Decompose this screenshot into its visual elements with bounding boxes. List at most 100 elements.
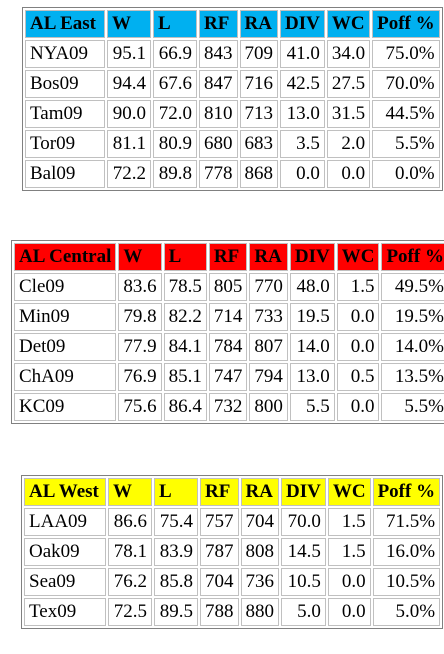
losses-cell: 85.1: [163, 363, 207, 391]
header-row: AL West W L RF RA DIV WC Poff %: [24, 478, 441, 506]
col-rf-header: RF: [199, 10, 238, 38]
table-row: Bal09 72.2 89.8 778 868 0.0 0.0 0.0%: [25, 160, 440, 188]
runs-against-cell: 868: [239, 160, 278, 188]
runs-for-cell: 732: [208, 393, 248, 421]
wins-cell: 72.2: [107, 160, 151, 188]
div-cell: 41.0: [280, 40, 325, 68]
runs-against-cell: 808: [240, 538, 279, 566]
team-cell: Sea09: [24, 568, 106, 596]
col-div-header: DIV: [289, 243, 335, 271]
wc-cell: 34.0: [326, 40, 371, 68]
wc-cell: 2.0: [326, 130, 371, 158]
runs-for-cell: 810: [199, 100, 238, 128]
wins-cell: 77.9: [118, 333, 162, 361]
table-row: Sea09 76.2 85.8 704 736 10.5 0.0 10.5%: [24, 568, 441, 596]
table-row: LAA09 86.6 75.4 757 704 70.0 1.5 71.5%: [24, 508, 441, 536]
runs-for-cell: 778: [199, 160, 238, 188]
losses-cell: 89.5: [154, 598, 198, 626]
team-cell: LAA09: [24, 508, 106, 536]
runs-against-cell: 736: [240, 568, 279, 596]
table-row: Det09 77.9 84.1 784 807 14.0 0.0 14.0%: [14, 333, 444, 361]
table-row: Min09 79.8 82.2 714 733 19.5 0.0 19.5%: [14, 303, 444, 331]
runs-against-cell: 704: [240, 508, 279, 536]
poff-cell: 70.0%: [372, 70, 440, 98]
wc-cell: 0.5: [336, 363, 380, 391]
header-row: AL Central W L RF RA DIV WC Poff %: [14, 243, 444, 271]
runs-for-cell: 757: [200, 508, 239, 536]
runs-against-cell: 880: [240, 598, 279, 626]
team-cell: Min09: [14, 303, 117, 331]
wc-cell: 0.0: [336, 393, 380, 421]
div-cell: 14.0: [289, 333, 335, 361]
runs-for-cell: 805: [208, 273, 248, 301]
wins-cell: 78.1: [108, 538, 152, 566]
runs-for-cell: 784: [208, 333, 248, 361]
poff-cell: 5.5%: [372, 130, 440, 158]
team-cell: Tor09: [25, 130, 105, 158]
wins-cell: 81.1: [107, 130, 151, 158]
poff-cell: 71.5%: [372, 508, 441, 536]
wins-cell: 86.6: [108, 508, 152, 536]
division-header: AL East: [25, 10, 105, 38]
table-row: Tor09 81.1 80.9 680 683 3.5 2.0 5.5%: [25, 130, 440, 158]
team-cell: Bal09: [25, 160, 105, 188]
div-cell: 14.5: [281, 538, 326, 566]
col-rf-header: RF: [200, 478, 239, 506]
runs-against-cell: 807: [249, 333, 288, 361]
runs-for-cell: 747: [208, 363, 248, 391]
runs-for-cell: 843: [199, 40, 238, 68]
wc-cell: 1.5: [327, 508, 371, 536]
col-poff-header: Poff %: [372, 478, 441, 506]
runs-for-cell: 714: [208, 303, 248, 331]
div-cell: 13.0: [280, 100, 325, 128]
col-l-header: L: [163, 243, 207, 271]
wins-cell: 75.6: [118, 393, 162, 421]
wins-cell: 76.2: [108, 568, 152, 596]
losses-cell: 85.8: [154, 568, 198, 596]
col-ra-header: RA: [249, 243, 288, 271]
poff-cell: 16.0%: [372, 538, 441, 566]
losses-cell: 72.0: [153, 100, 197, 128]
poff-cell: 0.0%: [372, 160, 440, 188]
col-poff-header: Poff %: [372, 10, 440, 38]
div-cell: 0.0: [280, 160, 325, 188]
poff-cell: 19.5%: [381, 303, 444, 331]
runs-against-cell: 794: [249, 363, 288, 391]
col-l-header: L: [154, 478, 198, 506]
col-ra-header: RA: [239, 10, 278, 38]
wc-cell: 0.0: [327, 568, 371, 596]
table-row: ChA09 76.9 85.1 747 794 13.0 0.5 13.5%: [14, 363, 444, 391]
wins-cell: 83.6: [118, 273, 162, 301]
al-east-table: AL East W L RF RA DIV WC Poff % NYA09 95…: [22, 7, 443, 191]
team-cell: Det09: [14, 333, 117, 361]
col-l-header: L: [153, 10, 197, 38]
div-cell: 19.5: [289, 303, 335, 331]
poff-cell: 13.5%: [381, 363, 444, 391]
wc-cell: 0.0: [327, 598, 371, 626]
losses-cell: 75.4: [154, 508, 198, 536]
poff-cell: 75.0%: [372, 40, 440, 68]
division-header: AL West: [24, 478, 106, 506]
poff-cell: 5.5%: [381, 393, 444, 421]
runs-for-cell: 680: [199, 130, 238, 158]
wins-cell: 79.8: [118, 303, 162, 331]
runs-against-cell: 683: [239, 130, 278, 158]
team-cell: ChA09: [14, 363, 117, 391]
al-west-table: AL West W L RF RA DIV WC Poff % LAA09 86…: [21, 475, 444, 629]
runs-for-cell: 847: [199, 70, 238, 98]
runs-against-cell: 716: [239, 70, 278, 98]
wc-cell: 0.0: [326, 160, 371, 188]
col-rf-header: RF: [208, 243, 248, 271]
table-row: Cle09 83.6 78.5 805 770 48.0 1.5 49.5%: [14, 273, 444, 301]
col-ra-header: RA: [240, 478, 279, 506]
div-cell: 13.0: [289, 363, 335, 391]
table-row: Oak09 78.1 83.9 787 808 14.5 1.5 16.0%: [24, 538, 441, 566]
wins-cell: 76.9: [118, 363, 162, 391]
losses-cell: 84.1: [163, 333, 207, 361]
losses-cell: 78.5: [163, 273, 207, 301]
col-wc-header: WC: [336, 243, 380, 271]
col-div-header: DIV: [280, 10, 325, 38]
team-cell: NYA09: [25, 40, 105, 68]
poff-cell: 44.5%: [372, 100, 440, 128]
header-row: AL East W L RF RA DIV WC Poff %: [25, 10, 440, 38]
